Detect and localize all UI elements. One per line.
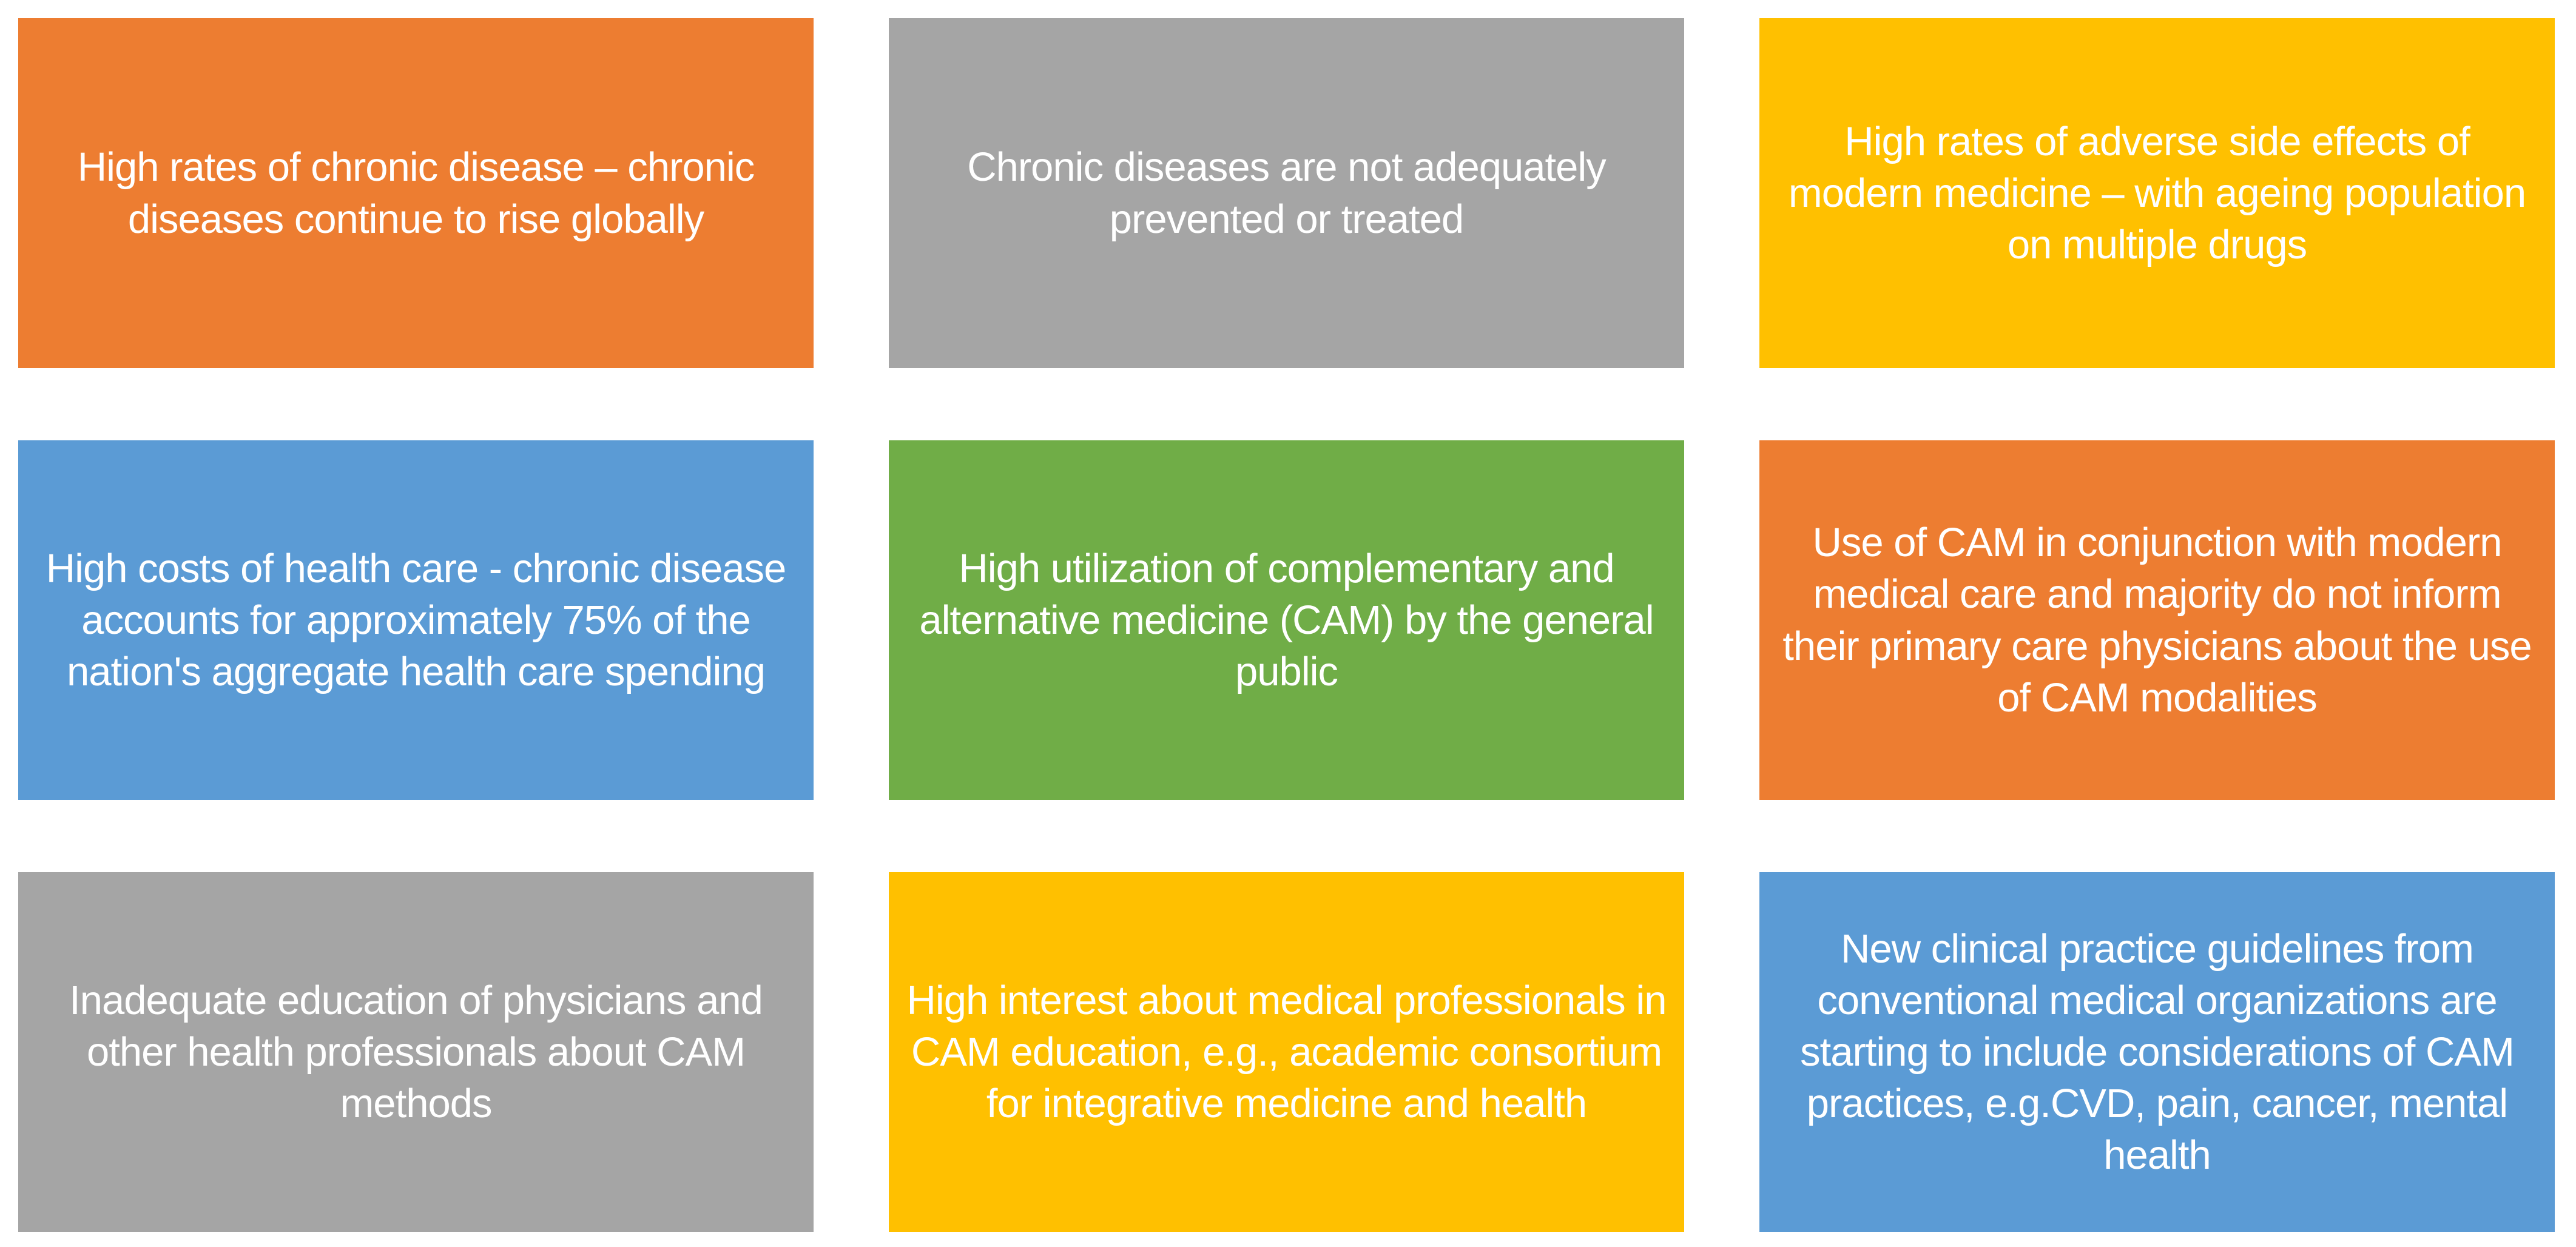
box-high-costs-of-health-care: High costs of health care - chronic dise… xyxy=(18,440,814,800)
box-inadequate-education-text: Inadequate education of physicians and o… xyxy=(69,977,763,1127)
box-chronic-disease-rise: High rates of chronic disease – chronic … xyxy=(18,18,814,368)
box-adverse-side-effects: High rates of adverse side effects of mo… xyxy=(1759,18,2555,368)
box-clinical-practice-guidelines-text: New clinical practice guidelines from co… xyxy=(1800,926,2515,1178)
box-chronic-disease-rise-text: High rates of chronic disease – chronic … xyxy=(77,144,755,242)
box-diseases-not-prevented: Chronic diseases are not adequately prev… xyxy=(889,18,1684,368)
box-high-costs-of-health-care-text: High costs of health care - chronic dise… xyxy=(46,545,786,695)
box-diseases-not-prevented-text: Chronic diseases are not adequately prev… xyxy=(967,144,1607,242)
box-cam-utilization: High utilization of complementary and al… xyxy=(889,440,1684,800)
box-cam-conjunction-modern-care: Use of CAM in conjunction with modern me… xyxy=(1759,440,2555,800)
box-clinical-practice-guidelines: New clinical practice guidelines from co… xyxy=(1759,872,2555,1232)
box-cam-utilization-text: High utilization of complementary and al… xyxy=(919,545,1654,695)
box-cam-education-interest: High interest about medical professional… xyxy=(889,872,1684,1232)
box-cam-education-interest-text: High interest about medical professional… xyxy=(906,977,1667,1127)
box-inadequate-education: Inadequate education of physicians and o… xyxy=(18,872,814,1232)
box-adverse-side-effects-text: High rates of adverse side effects of mo… xyxy=(1788,118,2526,268)
box-cam-conjunction-modern-care-text: Use of CAM in conjunction with modern me… xyxy=(1782,520,2532,721)
